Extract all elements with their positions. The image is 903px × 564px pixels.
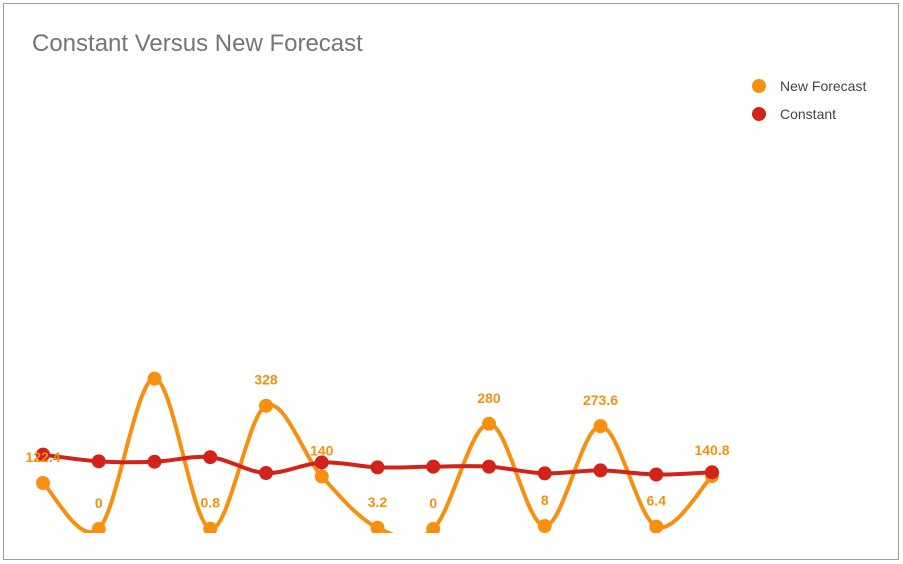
point-new-forecast-5[interactable] — [259, 398, 273, 413]
point-new-forecast-12[interactable] — [649, 519, 664, 534]
data-label-new-forecast-1: 122.4 — [25, 449, 60, 465]
chart-title: Constant Versus New Forecast — [32, 30, 363, 57]
point-constant-10[interactable] — [537, 466, 552, 481]
point-new-forecast-3[interactable] — [147, 371, 162, 386]
point-constant-8[interactable] — [426, 459, 441, 474]
data-label-new-forecast-11: 273.6 — [583, 392, 618, 408]
legend-item-constant[interactable]: Constant — [752, 100, 866, 128]
point-constant-4[interactable] — [203, 450, 218, 465]
point-new-forecast-9[interactable] — [482, 416, 496, 431]
point-new-forecast-2[interactable] — [91, 522, 106, 536]
legend-marker-constant — [752, 107, 766, 121]
legend-item-new-forecast[interactable]: New Forecast — [752, 72, 866, 100]
data-label-new-forecast-8: 0 — [429, 495, 437, 511]
legend-label-new-forecast: New Forecast — [780, 78, 867, 94]
data-label-new-forecast-7: 3.2 — [368, 494, 388, 510]
data-label-new-forecast-5: 328 — [254, 372, 278, 388]
legend-label-constant: Constant — [780, 106, 837, 122]
point-new-forecast-8[interactable] — [426, 522, 441, 536]
point-new-forecast-1[interactable] — [36, 476, 50, 491]
data-label-new-forecast-9: 280 — [477, 390, 501, 406]
point-new-forecast-11[interactable] — [593, 419, 608, 434]
legend-marker-new-forecast — [752, 79, 766, 93]
point-constant-2[interactable] — [91, 454, 106, 469]
data-label-new-forecast-12: 6.4 — [647, 493, 667, 509]
point-new-forecast-10[interactable] — [537, 518, 552, 533]
point-constant-6[interactable] — [314, 455, 329, 470]
data-label-new-forecast-6: 140 — [310, 442, 334, 458]
point-constant-12[interactable] — [649, 467, 664, 482]
data-label-new-forecast-2: 0 — [95, 495, 103, 511]
data-label-new-forecast-13: 140.8 — [694, 442, 729, 458]
point-constant-5[interactable] — [259, 466, 273, 481]
data-label-new-forecast-10: 8 — [541, 492, 549, 508]
point-constant-7[interactable] — [370, 460, 385, 475]
point-new-forecast-7[interactable] — [370, 520, 385, 535]
point-constant-3[interactable] — [147, 454, 162, 469]
point-constant-11[interactable] — [593, 463, 608, 478]
point-constant-13[interactable] — [705, 465, 719, 480]
point-constant-1[interactable] — [36, 447, 50, 462]
point-constant-9[interactable] — [482, 459, 496, 474]
data-label-new-forecast-4: 0.8 — [201, 495, 221, 511]
legend: New Forecast Constant — [752, 72, 866, 128]
point-new-forecast-6[interactable] — [314, 469, 329, 484]
point-new-forecast-4[interactable] — [203, 521, 218, 536]
